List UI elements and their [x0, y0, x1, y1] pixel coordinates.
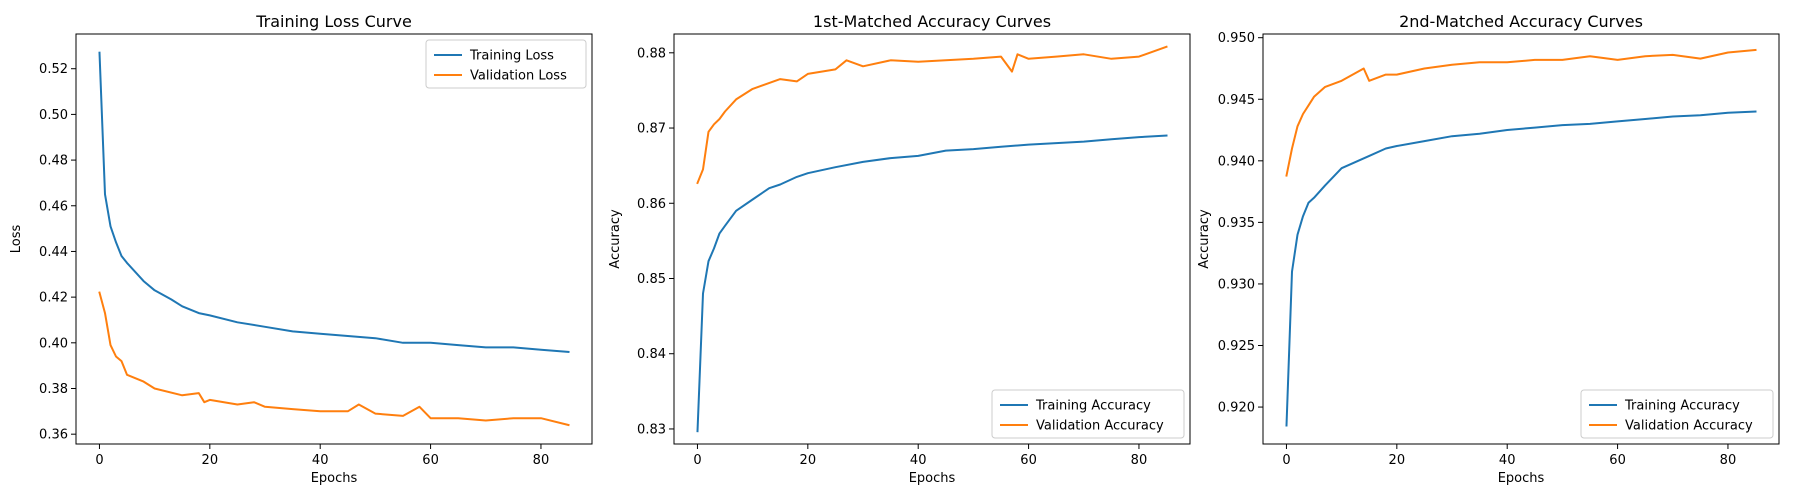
x-tick-label: 40 [312, 453, 329, 468]
y-tick-label: 0.48 [39, 154, 68, 169]
y-tick-label: 0.935 [1218, 216, 1255, 231]
y-tick-label: 0.84 [637, 347, 666, 362]
y-tick-label: 0.50 [39, 108, 68, 123]
charts-container: 0 20 40 60 80 0.36 0.38 0.40 0.42 0.44 0.46 0.48 0.5… [9, 12, 1780, 486]
legend: Training Loss Validation Loss [425, 39, 587, 89]
legend-label: Validation Loss [470, 69, 567, 84]
y-tick-label: 0.925 [1218, 339, 1255, 354]
first-matched-chart: 0 20 40 60 80 0.83 0.84 0.85 0.86 0.87 0.88 1st-Mat… [608, 12, 1191, 486]
y-tick-label: 0.86 [637, 197, 666, 212]
x-tick-label: 20 [1389, 453, 1406, 468]
y-tick-label: 0.38 [39, 382, 68, 397]
series-line-training [98, 51, 570, 353]
series-line-validation [98, 291, 570, 427]
y-tick-label: 0.36 [39, 428, 68, 443]
x-tick-label: 0 [95, 453, 103, 468]
chart-title: Training Loss Curve [255, 12, 412, 31]
x-tick-label: 40 [1499, 453, 1516, 468]
x-tick-label: 40 [910, 453, 927, 468]
legend-label: Training Accuracy [1624, 399, 1740, 414]
y-tick-label: 0.85 [637, 272, 666, 287]
series-line-training [696, 134, 1168, 433]
x-tick-label: 20 [202, 453, 219, 468]
y-tick-label: 0.930 [1218, 277, 1255, 292]
y-tick-label: 0.44 [39, 245, 68, 260]
y-tick-label: 0.42 [39, 291, 68, 306]
x-tick-label: 60 [422, 453, 439, 468]
legend-label: Training Accuracy [1035, 399, 1151, 414]
y-tick-label: 0.83 [637, 422, 666, 437]
loss-chart: 0 20 40 60 80 0.36 0.38 0.40 0.42 0.44 0.46 0.48 0.5… [9, 12, 593, 486]
legend: Training Accuracy Validation Accuracy [1580, 389, 1774, 439]
series-line-validation [1285, 48, 1757, 177]
x-axis-label: Epochs [1498, 471, 1545, 486]
y-tick-label: 0.40 [39, 336, 68, 351]
y-axis-label: Accuracy [608, 209, 623, 269]
series-line-training [1285, 110, 1757, 427]
y-tick-label: 0.945 [1218, 93, 1255, 108]
x-tick-label: 0 [1282, 453, 1290, 468]
x-tick-label: 80 [533, 453, 550, 468]
x-axis-label: Epochs [311, 471, 358, 486]
x-tick-label: 60 [1609, 453, 1626, 468]
chart-title: 1st-Matched Accuracy Curves [813, 12, 1051, 31]
y-tick-label: 0.87 [637, 122, 666, 137]
legend: Training Accuracy Validation Accuracy [991, 389, 1185, 439]
x-tick-label: 60 [1020, 453, 1037, 468]
legend-box [991, 389, 1185, 439]
second-matched-chart: 0 20 40 60 80 0.920 0.925 0.930 0.935 0.940 0.945 0… [1197, 12, 1780, 486]
x-tick-label: 80 [1720, 453, 1737, 468]
y-axis-label: Loss [9, 225, 24, 254]
y-tick-label: 0.52 [39, 62, 68, 77]
plot-frame [75, 33, 593, 445]
legend-label: Training Loss [469, 49, 554, 64]
legend-box [1580, 389, 1774, 439]
y-tick-label: 0.940 [1218, 154, 1255, 169]
y-tick-label: 0.950 [1218, 31, 1255, 46]
legend-label: Validation Accuracy [1036, 419, 1164, 434]
x-axis-label: Epochs [909, 471, 956, 486]
x-tick-label: 0 [693, 453, 701, 468]
y-tick-label: 0.920 [1218, 401, 1255, 416]
y-axis-label: Accuracy [1197, 209, 1212, 269]
chart-title: 2nd-Matched Accuracy Curves [1399, 12, 1643, 31]
legend-box [425, 39, 587, 89]
x-tick-label: 80 [1131, 453, 1148, 468]
series-line-validation [696, 45, 1168, 185]
plot-frame [673, 33, 1191, 445]
legend-label: Validation Accuracy [1625, 419, 1753, 434]
plot-frame [1262, 33, 1780, 445]
x-tick-label: 20 [800, 453, 817, 468]
y-tick-label: 0.46 [39, 199, 68, 214]
y-tick-label: 0.88 [637, 46, 666, 61]
